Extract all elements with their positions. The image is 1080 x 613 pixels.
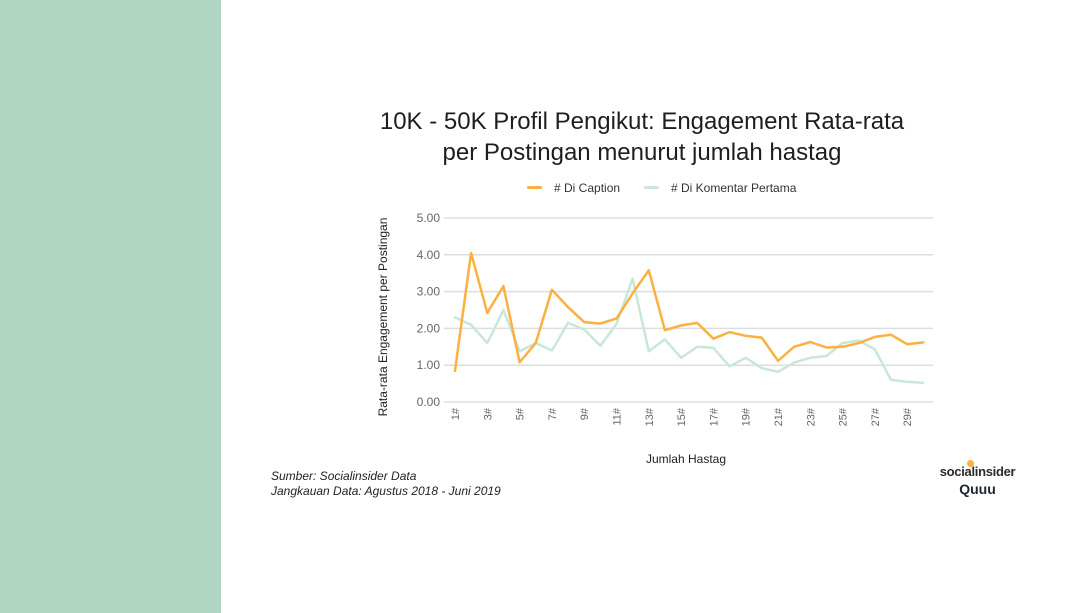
quuu-logo: Quuu <box>959 481 996 497</box>
series-line-comment <box>453 277 925 385</box>
x-tick-label: 29# <box>902 407 914 426</box>
legend-label-comment: # Di Komentar Pertama <box>671 181 797 195</box>
x-tick-label: 27# <box>870 407 882 426</box>
legend-item-caption: # Di Caption <box>527 180 620 196</box>
chart-title: 10K - 50K Profil Pengikut: Engagement Ra… <box>300 106 984 168</box>
x-tick-label: 11# <box>611 407 623 425</box>
y-tick-label: 2.00 <box>417 321 441 335</box>
x-tick-label: 15# <box>676 407 688 426</box>
source-line-2: Jangkauan Data: Agustus 2018 - Juni 2019 <box>271 484 501 498</box>
side-panel <box>0 0 221 613</box>
y-tick-label: 1.00 <box>417 358 441 372</box>
chart-legend: # Di Caption # Di Komentar Pertama <box>0 180 1080 196</box>
chart-title-line-1: 10K - 50K Profil Pengikut: Engagement Ra… <box>379 108 905 135</box>
socialinsider-logo-text: socialinsider <box>939 464 1016 479</box>
y-tick-label: 5.00 <box>417 211 441 225</box>
x-tick-label: 3# <box>482 407 494 420</box>
y-tick-label: 3.00 <box>417 285 441 299</box>
brand-logos: socialinsider Quuu <box>930 460 1025 497</box>
series-line-caption <box>453 251 925 372</box>
socialinsider-logo-dot-icon <box>967 460 974 467</box>
legend-label-caption: # Di Caption <box>554 181 621 195</box>
source-note: Sumber: Socialinsider Data Jangkauan Dat… <box>271 469 501 499</box>
x-tick-label: 1# <box>450 407 462 420</box>
x-tick-label: 23# <box>805 407 817 426</box>
x-tick-label: 19# <box>741 407 753 426</box>
socialinsider-logo: socialinsider <box>930 460 1025 479</box>
x-tick-label: 7# <box>547 407 559 420</box>
legend-item-comment: # Di Komentar Pertama <box>644 180 796 196</box>
x-tick-label: 25# <box>838 407 850 426</box>
legend-swatch-comment <box>644 186 659 190</box>
x-tick-label: 13# <box>644 407 656 426</box>
source-line-1: Sumber: Socialinsider Data <box>271 469 417 483</box>
legend-swatch-caption <box>527 186 542 190</box>
chart-title-line-2: per Postingan menurut jumlah hastag <box>442 139 842 166</box>
y-tick-label: 4.00 <box>417 248 441 262</box>
y-tick-label: 0.00 <box>417 395 441 409</box>
x-tick-label: 9# <box>579 407 591 420</box>
x-tick-label: 17# <box>708 407 720 426</box>
x-tick-label: 21# <box>773 407 785 426</box>
y-axis-title: Rata-rata Engagement per Postingan <box>376 218 390 417</box>
x-axis-title: Jumlah Hastag <box>646 452 726 466</box>
x-tick-label: 5# <box>515 407 527 420</box>
